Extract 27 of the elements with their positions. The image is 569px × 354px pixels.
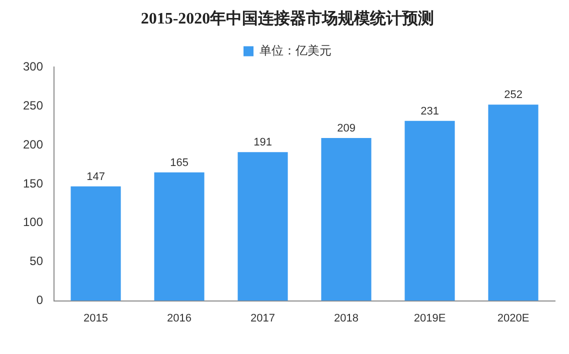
x-tick-label: 2020E bbox=[497, 312, 530, 324]
x-tick-label: 2017 bbox=[250, 312, 276, 324]
y-tick-label: 150 bbox=[22, 176, 44, 190]
data-label: 191 bbox=[254, 136, 272, 149]
y-tick-label: 200 bbox=[22, 137, 44, 152]
y-tick-label: 0 bbox=[36, 293, 44, 308]
bar bbox=[238, 152, 288, 301]
legend-label: 单位：亿美元 bbox=[260, 44, 332, 58]
data-label: 147 bbox=[86, 170, 105, 183]
y-tick-label: 50 bbox=[30, 254, 44, 268]
y-tick-label: 250 bbox=[22, 98, 44, 112]
bar bbox=[321, 138, 372, 301]
data-label: 231 bbox=[420, 105, 439, 118]
bar bbox=[488, 104, 538, 301]
chart-title: 2015-2020年中国连接器市场规模统计预测 bbox=[140, 10, 434, 28]
bar bbox=[70, 186, 121, 301]
data-label: 165 bbox=[170, 156, 188, 169]
y-tick-label: 100 bbox=[22, 215, 44, 230]
bar bbox=[154, 172, 204, 301]
y-tick-label: 300 bbox=[22, 60, 44, 74]
data-label: 252 bbox=[504, 89, 522, 102]
x-tick-label: 2018 bbox=[334, 312, 358, 324]
x-tick-label: 2016 bbox=[167, 312, 192, 324]
data-label: 209 bbox=[337, 122, 356, 135]
x-tick-label: 2019E bbox=[414, 312, 446, 324]
bar bbox=[404, 120, 455, 301]
x-tick-label: 2015 bbox=[84, 312, 108, 324]
